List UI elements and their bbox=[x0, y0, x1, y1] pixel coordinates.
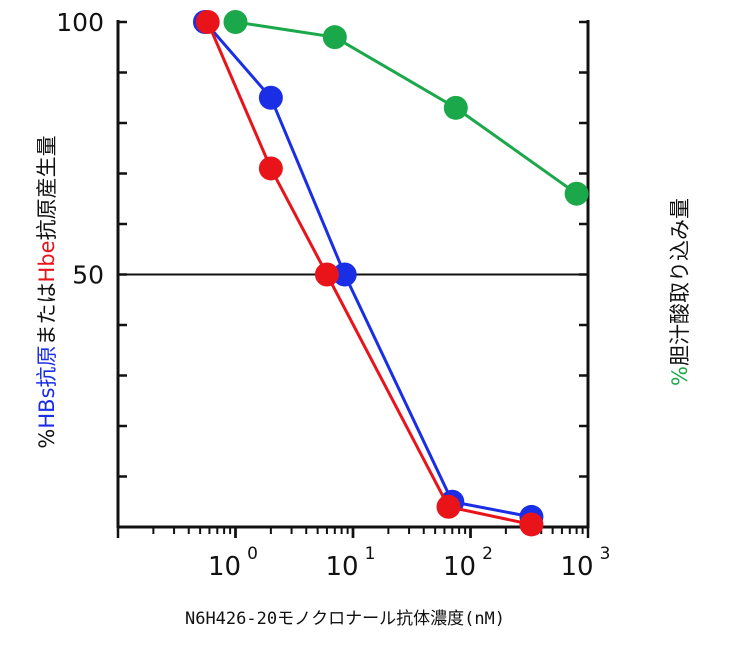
ylabel_left-segment: HBs抗原 bbox=[35, 345, 59, 428]
ylabel_left-segment: 抗原産生量 bbox=[35, 135, 59, 240]
x-tick-label-base: 10 bbox=[325, 552, 358, 582]
x-tick-label-exponent: 2 bbox=[482, 544, 493, 564]
y-tick-label: 100 bbox=[56, 8, 104, 37]
data-point bbox=[519, 512, 544, 537]
x-tick-label-base: 10 bbox=[560, 552, 593, 582]
data-point bbox=[223, 10, 248, 34]
ylabel_right-segment: % bbox=[668, 366, 692, 386]
left-axis-title: %HBs抗原またはHbe抗原産生量 bbox=[35, 135, 59, 448]
x-tick-label-exponent: 3 bbox=[600, 544, 611, 564]
series-line bbox=[235, 20, 578, 195]
series-line bbox=[206, 21, 532, 526]
right-axis-title: %胆汁酸取り込み量 bbox=[668, 198, 692, 386]
data-point bbox=[258, 156, 283, 181]
series-1 bbox=[192, 10, 544, 529]
ylabel_left-text: %HBs抗原またはHbe抗原産生量 bbox=[35, 135, 59, 448]
ylabel_left-segment: Hbe bbox=[35, 240, 59, 282]
y-ticks: 100 50 bbox=[56, 8, 588, 529]
data-point bbox=[443, 95, 468, 120]
series-line bbox=[203, 21, 532, 519]
series bbox=[192, 10, 589, 537]
data-point bbox=[436, 494, 461, 519]
data-point bbox=[258, 85, 283, 110]
x-tick-label-exponent: 0 bbox=[247, 544, 258, 564]
y-tick-label: 50 bbox=[72, 261, 104, 290]
ylabel_left-segment: % bbox=[35, 429, 59, 449]
ylabel_left-segment: または bbox=[35, 282, 59, 345]
ylabel_right-segment: 胆汁酸取り込み量 bbox=[668, 198, 692, 366]
data-point bbox=[322, 25, 347, 50]
data-point bbox=[564, 181, 589, 206]
data-point bbox=[314, 262, 339, 287]
data-point bbox=[332, 262, 357, 287]
data-point bbox=[195, 10, 220, 34]
x-tick-label-exponent: 1 bbox=[365, 544, 376, 564]
x-axis-title: N6H426-20モノクロナール抗体濃度(nM) bbox=[185, 609, 505, 629]
series-0 bbox=[223, 10, 589, 206]
x-ticks: 10 0 10 1 10 2 10 3 bbox=[116, 527, 611, 582]
x-tick-label-base: 10 bbox=[208, 552, 241, 582]
series-2 bbox=[195, 10, 544, 537]
x-tick-label-base: 10 bbox=[443, 552, 476, 582]
ylabel_right-text: %胆汁酸取り込み量 bbox=[668, 198, 692, 386]
